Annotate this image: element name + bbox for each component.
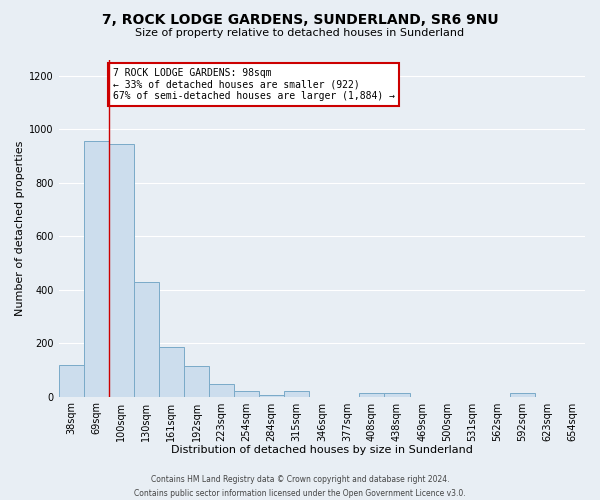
Bar (359, 392, 385, 396)
Bar (284, 392, 309, 396)
Bar (385, 394, 410, 396)
Bar (109, 144, 134, 397)
Bar (184, 366, 209, 396)
Bar (159, 347, 184, 397)
Text: Contains HM Land Registry data © Crown copyright and database right 2024.
Contai: Contains HM Land Registry data © Crown c… (134, 476, 466, 498)
Text: 7, ROCK LODGE GARDENS, SUNDERLAND, SR6 9NU: 7, ROCK LODGE GARDENS, SUNDERLAND, SR6 9… (101, 12, 499, 26)
Bar (510, 394, 535, 396)
Bar (59, 364, 84, 396)
X-axis label: Distribution of detached houses by size in Sunderland: Distribution of detached houses by size … (171, 445, 473, 455)
Bar (234, 392, 259, 396)
Text: Size of property relative to detached houses in Sunderland: Size of property relative to detached ho… (136, 28, 464, 38)
Bar (134, 282, 159, 397)
Y-axis label: Number of detached properties: Number of detached properties (15, 140, 25, 316)
Bar (209, 384, 234, 396)
Text: 7 ROCK LODGE GARDENS: 98sqm
← 33% of detached houses are smaller (922)
67% of se: 7 ROCK LODGE GARDENS: 98sqm ← 33% of det… (113, 68, 395, 101)
Bar (84, 142, 109, 396)
